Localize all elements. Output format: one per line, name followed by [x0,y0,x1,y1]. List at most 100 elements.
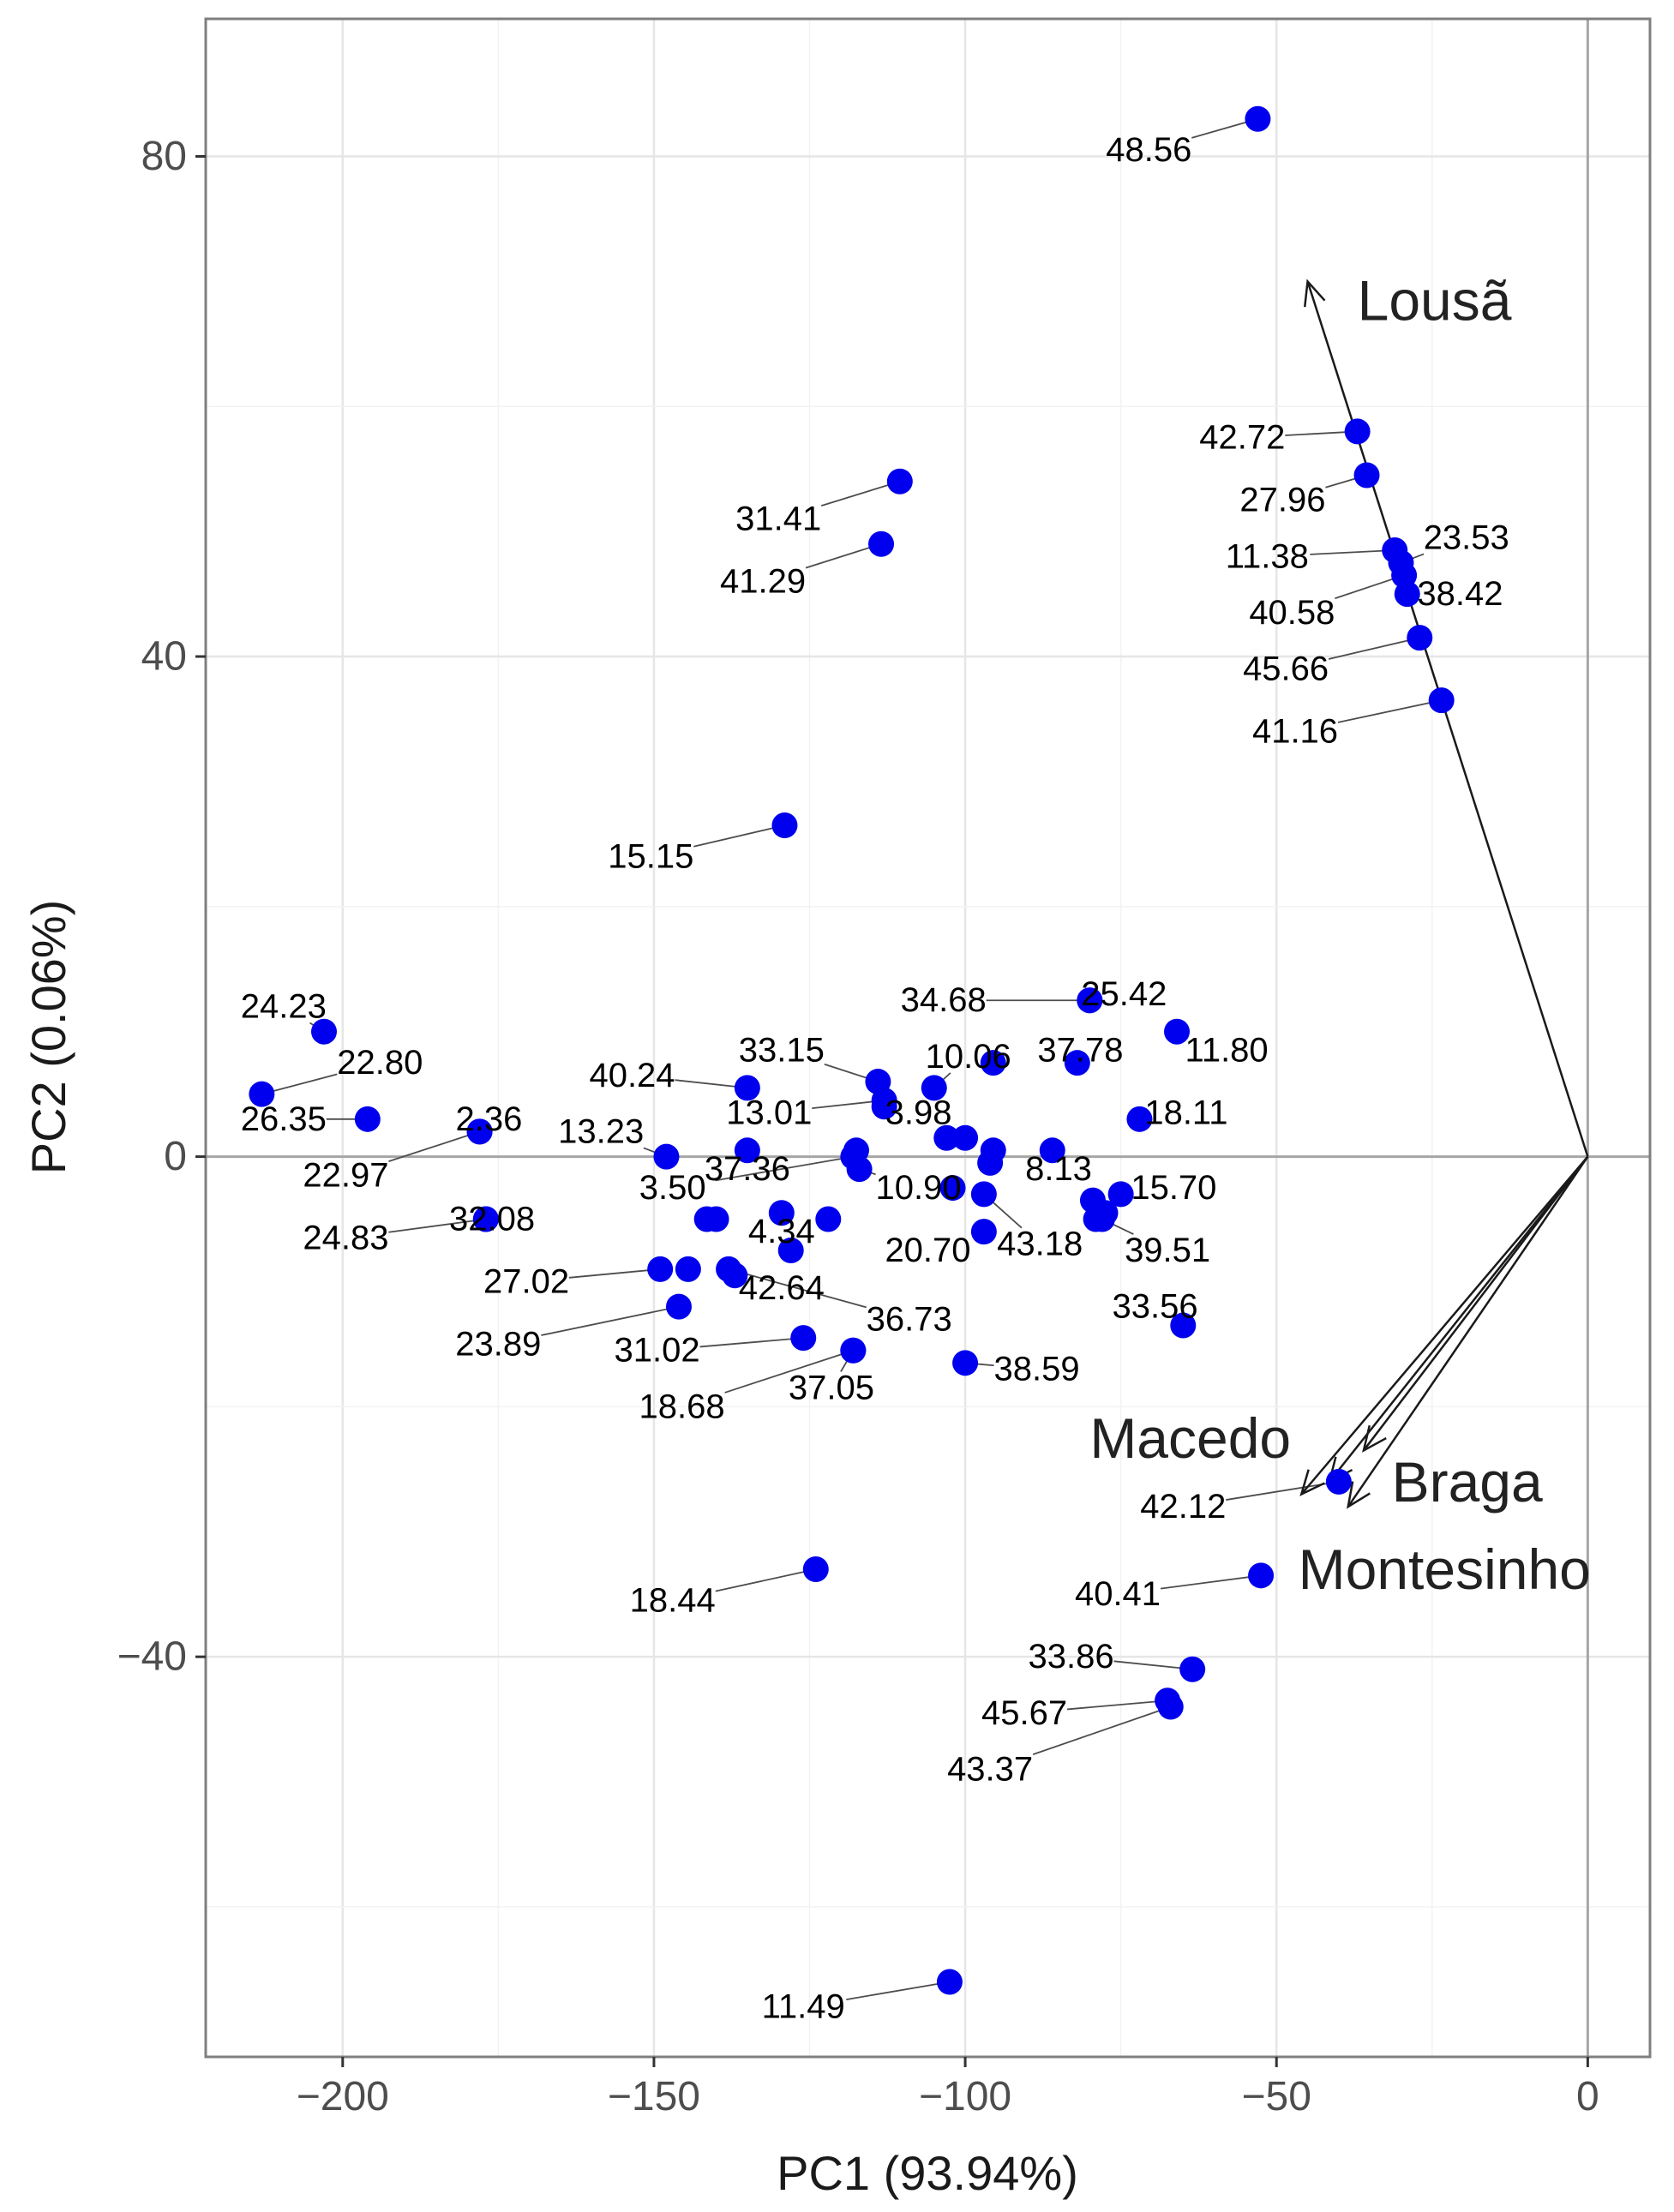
label-leader-line [693,824,785,848]
point-label: 42.64 [739,1269,825,1307]
loading-label-montesinho: Montesinho [1299,1538,1591,1601]
label-leader-line [1032,1705,1172,1755]
data-point [1325,1468,1352,1495]
loading-braga-arrow-shaft [1362,1155,1589,1452]
label-leader-line [1328,637,1420,660]
loading-labels: Lousã Macedo Braga Montesinho [1089,268,1591,1601]
point-label: 8.13 [1025,1150,1092,1188]
data-point [1170,1312,1197,1339]
x-tick-label: −150 [608,2074,700,2119]
point-label: 33.56 [1113,1288,1198,1326]
data-point [1394,581,1420,608]
point-label: 36.73 [867,1300,952,1338]
point-label: 33.15 [739,1032,825,1070]
loading-montesinho-arrow-head [1347,1481,1371,1509]
point-label: 43.37 [947,1750,1033,1788]
y-axis-title: PC2 (0.06%) [21,900,75,1175]
x-axis-title: PC1 (93.94%) [777,2146,1078,2200]
point-label: 2.36 [456,1100,523,1138]
plot-panel [206,19,1650,2057]
point-label: 27.96 [1239,482,1325,519]
point-label: 31.02 [615,1332,700,1370]
point-label: 4.34 [748,1213,815,1250]
data-point [1107,1181,1134,1208]
data-point [871,1094,897,1120]
point-label: 11.80 [1185,1032,1269,1070]
x-tick-label: 0 [1576,2074,1599,2119]
data-point [790,1325,817,1352]
point-label: 23.53 [1424,519,1509,556]
point-label: 23.89 [455,1325,541,1363]
axis-ticks: −200 −150 −100 −50 0 −40 0 40 80 [117,134,1599,2119]
label-leader-line [568,1268,661,1279]
data-point [980,1050,1006,1076]
point-label: 33.86 [1028,1638,1113,1675]
point-label: 48.56 [1106,131,1191,169]
label-leader-line [1337,699,1442,723]
x-tick-label: −50 [1242,2074,1311,2119]
label-leader-line [1066,1699,1168,1711]
loading-label-macedo: Macedo [1089,1406,1291,1470]
label-leader-line [724,1349,854,1394]
point-label: 3.98 [885,1094,952,1132]
data-point [802,1556,829,1583]
point-label: 18.11 [1144,1094,1227,1132]
data-point [952,1124,979,1151]
point-label: 22.80 [337,1044,423,1082]
data-point [703,1206,729,1232]
point-label: 15.70 [1131,1169,1216,1207]
point-label: 10.06 [926,1038,1011,1076]
point-label: 13.23 [558,1112,644,1150]
point-label: 27.02 [483,1262,569,1300]
data-point [1179,1656,1206,1682]
loading-extra-arrow-shaft [1328,1155,1589,1483]
point-labels: 48.56 42.72 27.96 11.38 23.53 40.58 38.42 45.66… [241,131,1509,2025]
point-label: 42.72 [1199,419,1285,457]
loading-label-braga: Braga [1392,1450,1543,1514]
point-label: 31.41 [735,501,821,538]
y-tick-label: −40 [117,1634,187,1680]
loading-macedo-arrow-head [1299,1469,1325,1496]
data-point [1083,1206,1109,1232]
point-label: 38.59 [994,1351,1080,1388]
data-point [886,468,913,495]
data-point [840,1337,867,1364]
data-point [970,1219,997,1245]
point-label: 18.44 [630,1582,716,1620]
data-point [716,1256,742,1282]
data-point [665,1293,692,1320]
label-leader-line [846,1981,951,2000]
point-label: 3.50 [639,1169,706,1207]
label-leader-line [541,1305,680,1336]
data-point [1077,987,1103,1014]
data-point [1039,1137,1065,1164]
data-point [1126,1106,1153,1132]
x-tick-label: −200 [297,2074,389,2119]
point-label: 18.68 [639,1388,725,1425]
loading-label-lous: Lousã [1358,268,1512,332]
point-label: 22.97 [303,1156,388,1194]
point-label: 25.42 [1081,975,1167,1013]
data-point [1164,1018,1191,1045]
data-point [653,1143,680,1170]
data-point [1344,418,1371,445]
point-label: 24.83 [303,1219,388,1256]
label-leader-line [1160,1574,1262,1590]
data-point [1064,1050,1090,1076]
data-point [734,1137,760,1164]
point-label: 41.16 [1252,713,1338,751]
point-label: 45.66 [1243,650,1329,688]
data-point [768,1200,795,1226]
point-label: 41.29 [720,563,806,601]
plot-border [204,17,1652,2059]
point-label: 43.18 [997,1226,1083,1263]
label-leader-line [728,1268,867,1309]
data-point [777,1238,804,1264]
point-label: 32.08 [449,1201,535,1238]
point-label: 11.49 [762,1988,845,2026]
label-leader-line [1113,1660,1193,1670]
label-leader-line [261,1073,338,1095]
data-point [952,1350,979,1376]
point-label: 40.24 [589,1057,675,1094]
